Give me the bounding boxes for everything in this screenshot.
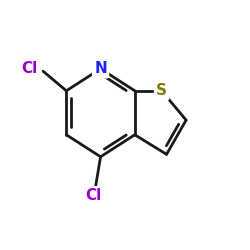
Text: Cl: Cl — [22, 61, 38, 76]
Text: S: S — [156, 83, 167, 98]
Text: Cl: Cl — [85, 188, 101, 204]
Text: N: N — [94, 61, 107, 76]
